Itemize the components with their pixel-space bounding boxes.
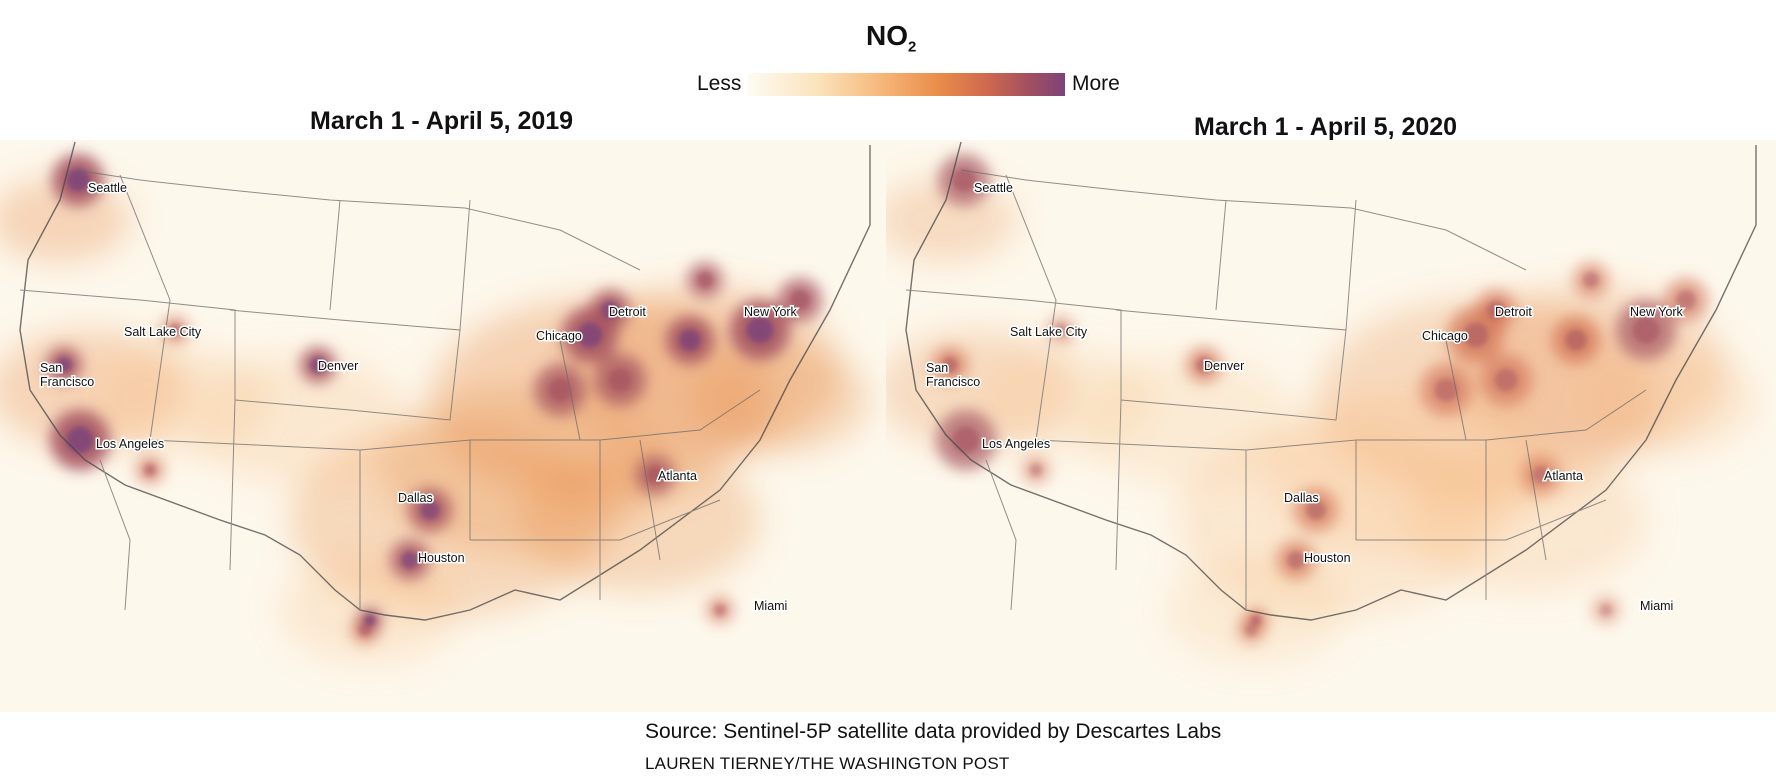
- city-label: New York: [744, 305, 798, 319]
- haze-region: [0, 178, 130, 262]
- pollution-core: [577, 322, 603, 348]
- city-label: Los Angeles: [982, 437, 1050, 451]
- legend-title: NO2: [866, 20, 917, 56]
- pollution-core: [358, 623, 372, 637]
- city-label: Chicago: [1422, 329, 1468, 343]
- pollution-core: [1244, 623, 1258, 637]
- pollution-core: [168, 323, 182, 337]
- pollution-core: [679, 329, 701, 351]
- city-label: Chicago: [536, 329, 582, 343]
- pollution-core: [309, 356, 327, 374]
- legend-high-label: More: [1072, 72, 1120, 95]
- pollution-core: [713, 603, 727, 617]
- map-2019: Seattle Salt Lake City San Francisco Los Ang…: [0, 140, 890, 712]
- pollution-core: [1632, 316, 1660, 344]
- map-2019-title: March 1 - April 5, 2019: [310, 107, 574, 135]
- pollution-core: [746, 316, 774, 344]
- source-note: Source: Sentinel-5P satellite data provi…: [645, 720, 1222, 743]
- pollution-core: [55, 356, 73, 374]
- pollution-core: [66, 168, 90, 192]
- city-label: Los Angeles: [96, 437, 164, 451]
- map-2020: Seattle Salt Lake City San Francisco Los Ang…: [886, 140, 1776, 712]
- pollution-core: [646, 466, 664, 484]
- city-label: San Francisco: [40, 361, 94, 389]
- city-label: Miami: [754, 599, 787, 613]
- city-label: Dallas: [398, 491, 433, 505]
- city-label: Seattle: [88, 181, 127, 195]
- city-label: Salt Lake City: [124, 325, 202, 339]
- haze-region: [886, 178, 1016, 262]
- haze-region: [190, 354, 410, 486]
- map-2020-title: March 1 - April 5, 2020: [1194, 113, 1458, 141]
- pollution-core: [548, 378, 572, 402]
- city-label: Houston: [418, 551, 465, 565]
- haze-region: [1406, 448, 1646, 592]
- haze-region: [1076, 354, 1296, 486]
- city-label: New York: [1630, 305, 1684, 319]
- pollution-core: [420, 500, 440, 520]
- haze-region: [520, 448, 760, 592]
- city-label: Salt Lake City: [1010, 325, 1088, 339]
- pollution-core: [1029, 463, 1043, 477]
- pollution-core: [1532, 466, 1550, 484]
- city-label: Atlanta: [1544, 469, 1583, 483]
- city-label: Atlanta: [658, 469, 697, 483]
- pollution-core: [941, 356, 959, 374]
- pollution-core: [696, 271, 714, 289]
- credit-line: LAUREN TIERNEY/THE WASHINGTON POST: [645, 754, 1010, 773]
- pollution-core: [790, 290, 810, 310]
- pollution-core: [143, 463, 157, 477]
- pollution-core: [952, 168, 976, 192]
- pollution-core: [1434, 378, 1458, 402]
- pollution-core: [1494, 368, 1518, 392]
- pollution-core: [1599, 603, 1613, 617]
- legend-low-label: Less: [697, 72, 742, 95]
- city-label: Denver: [1204, 359, 1244, 373]
- city-label: Denver: [318, 359, 358, 373]
- pollution-core: [601, 301, 619, 319]
- pollution-core: [952, 426, 980, 454]
- pollution-core: [364, 614, 376, 626]
- city-label: Detroit: [609, 305, 646, 319]
- pollution-core: [1676, 290, 1696, 310]
- pollution-core: [1487, 301, 1505, 319]
- city-label: Miami: [1640, 599, 1673, 613]
- city-label: Seattle: [974, 181, 1013, 195]
- pollution-core: [401, 551, 419, 569]
- pollution-core: [1250, 614, 1262, 626]
- pollution-core: [1582, 271, 1600, 289]
- pollution-core: [1565, 329, 1587, 351]
- city-label: Dallas: [1284, 491, 1319, 505]
- pollution-core: [608, 368, 632, 392]
- legend-color-scale: [748, 73, 1065, 96]
- pollution-core: [1287, 551, 1305, 569]
- pollution-core: [1463, 322, 1489, 348]
- city-label: Houston: [1304, 551, 1351, 565]
- city-label: San Francisco: [926, 361, 980, 389]
- city-label: Detroit: [1495, 305, 1532, 319]
- pollution-core: [66, 426, 94, 454]
- pollution-core: [1054, 323, 1068, 337]
- pollution-core: [1306, 500, 1326, 520]
- pollution-core: [1195, 356, 1213, 374]
